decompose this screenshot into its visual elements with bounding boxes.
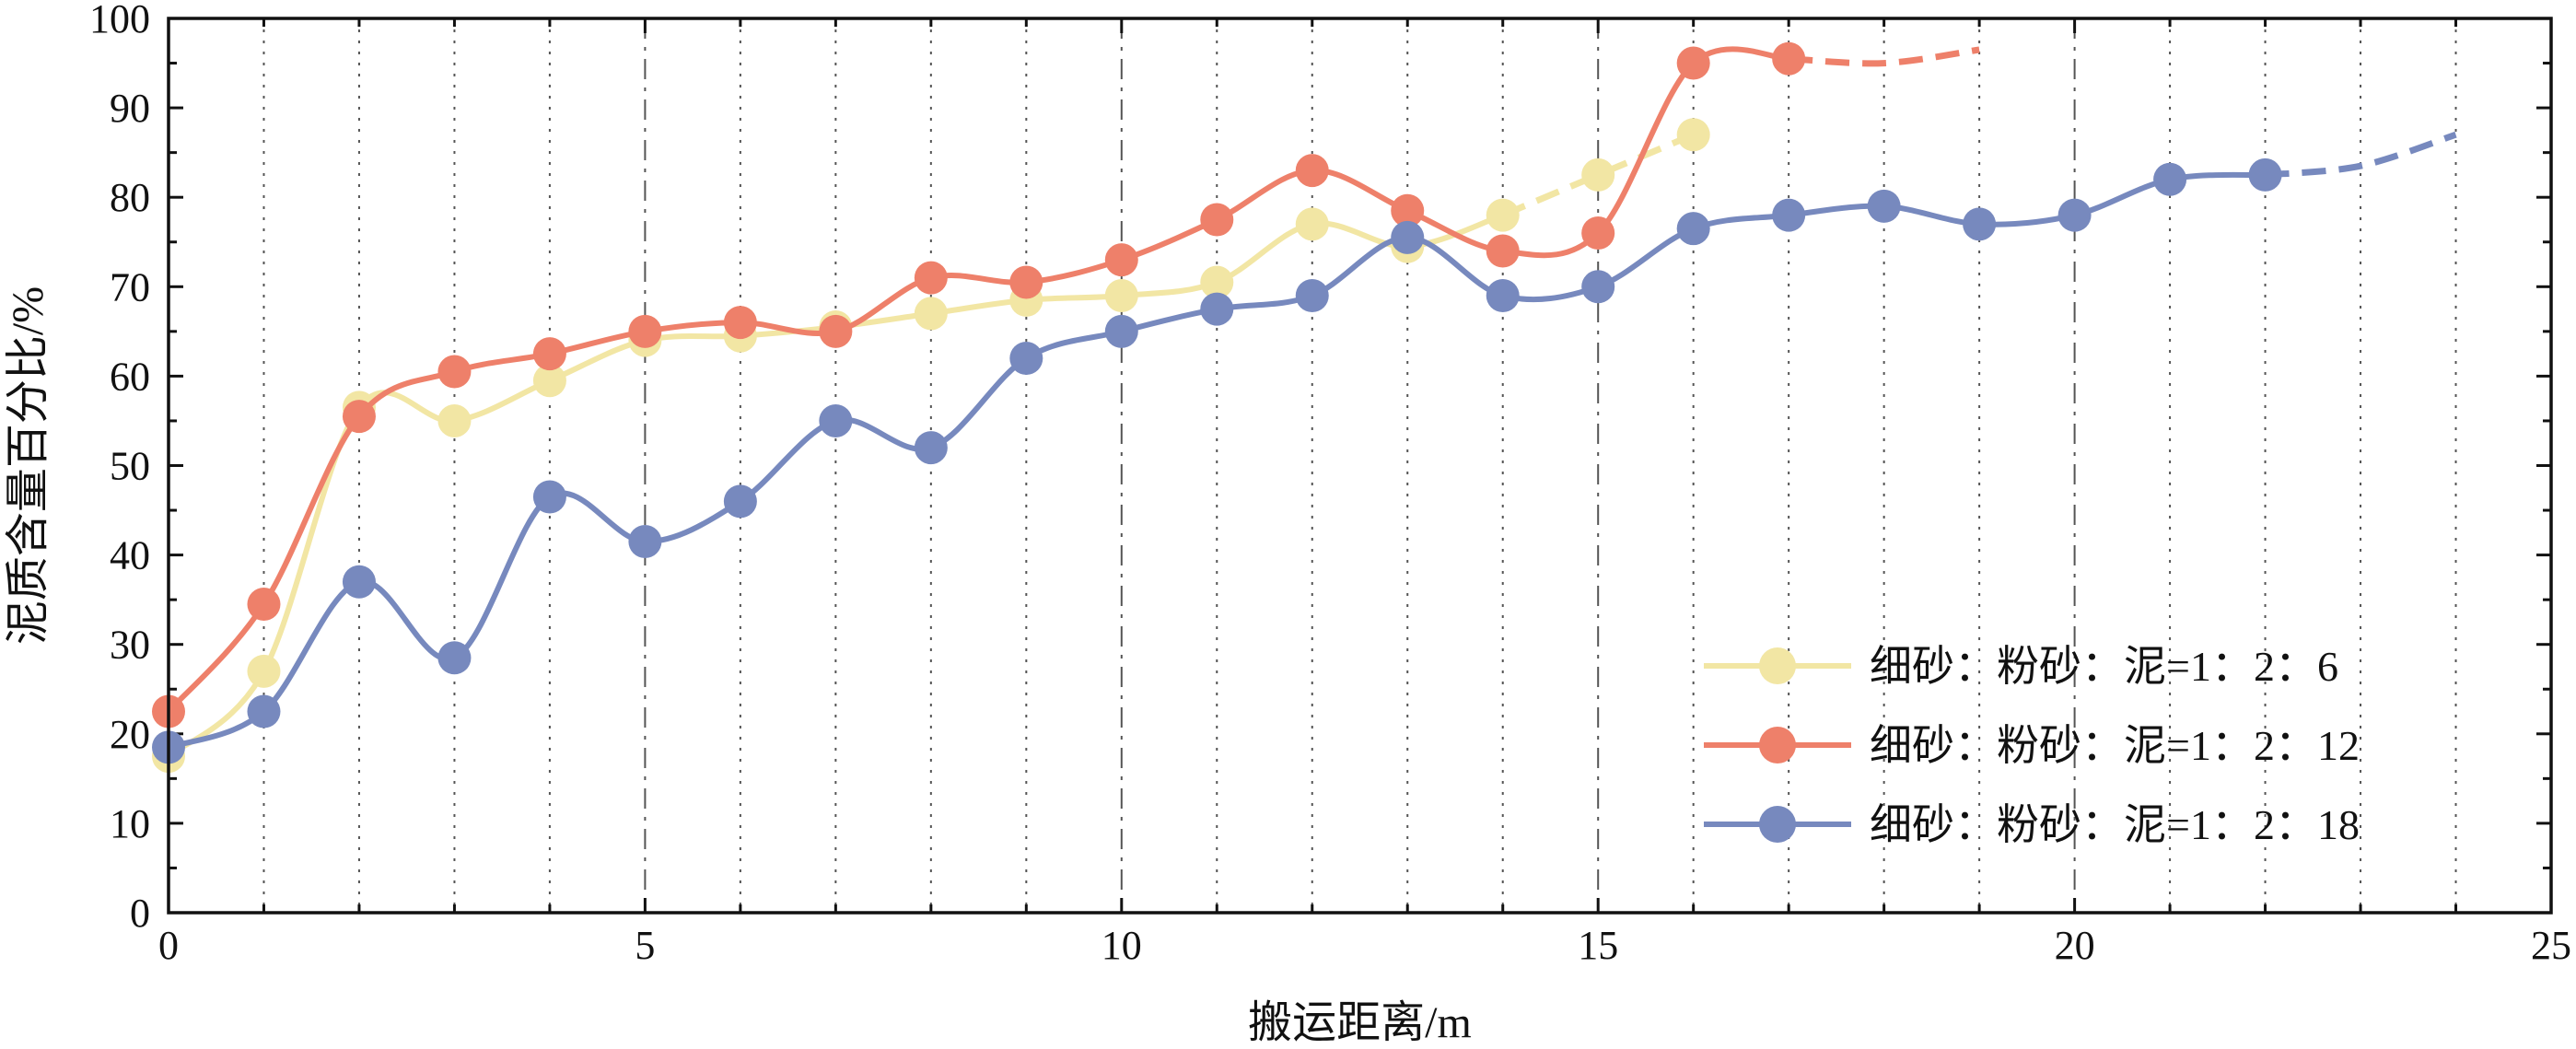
series-extrapolated-line	[2265, 131, 2457, 179]
data-point	[914, 297, 948, 331]
legend-item-2: 细砂：粉砂：泥=1：2：12	[1704, 722, 2360, 769]
series-3	[152, 131, 2457, 764]
data-point	[914, 431, 948, 465]
data-point	[532, 364, 566, 398]
vertical-gridlines	[262, 18, 2457, 913]
data-point	[1963, 207, 1997, 241]
data-point	[1391, 220, 1425, 254]
x-tick-label: 15	[1578, 923, 1618, 968]
data-point	[247, 588, 281, 622]
data-point	[1200, 292, 1234, 326]
y-tick-labels: 0 10 20 30 40 50 60 70 80 90 100	[89, 0, 150, 936]
data-point	[819, 314, 853, 348]
x-tick-label: 0	[158, 923, 179, 968]
data-point	[2057, 198, 2092, 232]
data-point	[1104, 279, 1138, 313]
data-point	[914, 261, 948, 295]
legend-label: 细砂：粉砂：泥=1：2：6	[1870, 643, 2338, 690]
series-extrapolated-line	[1789, 46, 1980, 67]
data-point	[1867, 189, 1901, 223]
legend-label: 细砂：粉砂：泥=1：2：18	[1870, 801, 2360, 848]
data-point	[1295, 207, 1329, 241]
y-tick-label: 60	[110, 354, 150, 399]
data-point	[723, 306, 757, 340]
data-point	[342, 565, 376, 599]
data-point	[1391, 193, 1425, 227]
data-point	[819, 403, 853, 437]
legend-marker	[1759, 727, 1796, 763]
data-point	[1009, 265, 1043, 299]
data-point	[1104, 314, 1138, 348]
data-point	[1676, 46, 1710, 80]
data-point	[1295, 154, 1329, 188]
data-point	[1486, 234, 1520, 268]
data-point	[1676, 212, 1710, 246]
data-point	[437, 403, 472, 437]
x-tick-label: 25	[2531, 923, 2571, 968]
data-point	[628, 525, 662, 559]
data-point	[1295, 279, 1329, 313]
x-tick-label: 5	[635, 923, 655, 968]
data-point	[2248, 157, 2282, 192]
data-point	[1581, 216, 1615, 251]
data-point	[1200, 203, 1234, 237]
data-point	[1581, 270, 1615, 304]
data-point	[247, 654, 281, 688]
data-point	[1104, 243, 1138, 277]
data-point	[1772, 198, 1806, 232]
data-point	[532, 337, 566, 371]
x-tick-label: 10	[1102, 923, 1142, 968]
data-point	[1676, 118, 1710, 152]
x-tick-label: 20	[2055, 923, 2095, 968]
y-tick-label: 100	[89, 0, 150, 41]
plot-frame	[167, 17, 2553, 915]
data-point	[1486, 198, 1520, 232]
data-point	[1486, 279, 1520, 313]
y-tick-label: 80	[110, 175, 150, 220]
data-point	[247, 694, 281, 728]
data-point	[2153, 162, 2187, 196]
data-point	[437, 641, 472, 675]
y-axis-label: 泥质含量百分比/%	[4, 286, 52, 645]
y-tick-label: 50	[110, 444, 150, 489]
data-point	[532, 480, 566, 514]
series-2	[152, 41, 1980, 728]
legend-label: 细砂：粉砂：泥=1：2：12	[1870, 722, 2360, 769]
legend-marker	[1759, 647, 1796, 684]
legend-item-3: 细砂：粉砂：泥=1：2：18	[1704, 801, 2360, 848]
data-point	[1581, 157, 1615, 192]
data-point	[1009, 341, 1043, 375]
series-group	[152, 41, 2457, 774]
data-point	[1772, 41, 1806, 76]
x-axis-label: 搬运距离/m	[1248, 998, 1472, 1047]
y-tick-label: 90	[110, 86, 150, 131]
data-point	[628, 314, 662, 348]
y-tick-label: 20	[110, 712, 150, 757]
y-tick-label: 70	[110, 264, 150, 309]
data-point	[723, 484, 757, 519]
series-line	[166, 46, 1789, 714]
data-point	[437, 355, 472, 389]
y-tick-label: 30	[110, 623, 150, 668]
x-tick-labels: 0 5 10 15 20 25	[158, 923, 2571, 968]
data-point	[342, 400, 376, 434]
legend: 细砂：粉砂：泥=1：2：6 细砂：粉砂：泥=1：2：12 细砂：粉砂：泥=1：2：1…	[1704, 643, 2360, 848]
y-tick-label: 10	[110, 801, 150, 846]
legend-marker	[1759, 806, 1796, 843]
y-tick-label: 40	[110, 533, 150, 578]
legend-item-1: 细砂：粉砂：泥=1：2：6	[1704, 643, 2338, 690]
y-tick-label: 0	[130, 891, 150, 936]
data-point	[1200, 265, 1234, 299]
